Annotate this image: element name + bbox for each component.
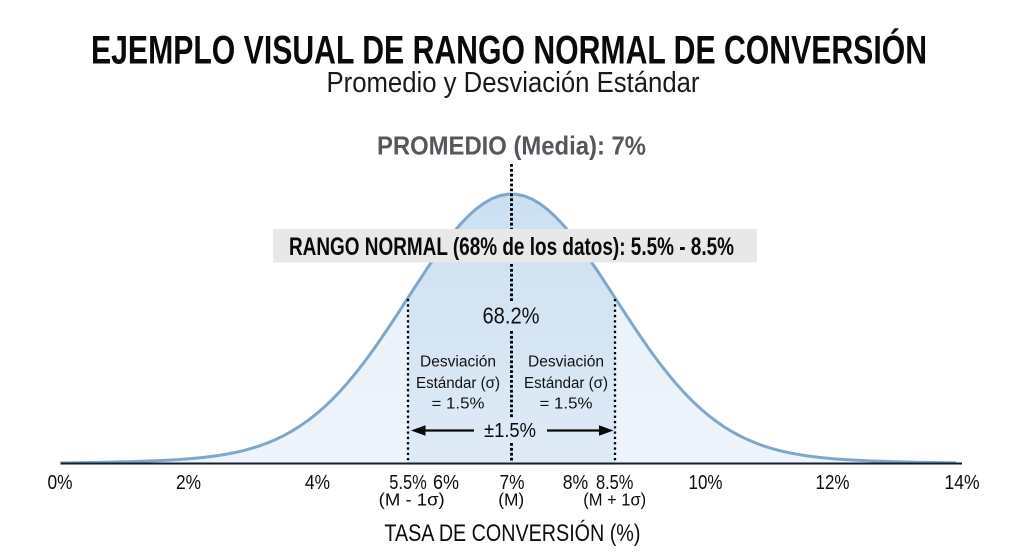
svg-text:Promedio y Desviación Estándar: Promedio y Desviación Estándar	[327, 67, 700, 99]
svg-text:Estándar (σ): Estándar (σ)	[524, 375, 608, 392]
svg-text:Desviación: Desviación	[420, 354, 496, 371]
svg-text:14%: 14%	[945, 472, 980, 494]
svg-text:8.5%: 8.5%	[596, 472, 634, 494]
svg-text:(M + 1σ): (M + 1σ)	[583, 490, 646, 510]
svg-text:10%: 10%	[689, 472, 723, 494]
svg-text:5.5%: 5.5%	[389, 472, 427, 494]
svg-text:0%: 0%	[48, 472, 73, 494]
svg-text:±1.5%: ±1.5%	[484, 420, 536, 442]
svg-text:(M): (M)	[498, 490, 524, 510]
svg-text:Desviación: Desviación	[528, 354, 604, 371]
svg-text:EJEMPLO VISUAL DE RANGO NORMAL: EJEMPLO VISUAL DE RANGO NORMAL DE CONVER…	[91, 27, 927, 73]
svg-text:68.2%: 68.2%	[483, 303, 540, 329]
svg-text:= 1.5%: = 1.5%	[432, 396, 485, 413]
svg-text:6%: 6%	[433, 472, 459, 494]
svg-text:RANGO NORMAL (68% de los datos: RANGO NORMAL (68% de los datos): 5.5% - …	[289, 233, 734, 261]
svg-text:7%: 7%	[500, 472, 525, 494]
svg-text:12%: 12%	[816, 472, 850, 494]
svg-text:= 1.5%: = 1.5%	[540, 396, 593, 413]
svg-text:4%: 4%	[305, 472, 330, 494]
svg-text:TASA DE CONVERSIÓN (%): TASA DE CONVERSIÓN (%)	[384, 520, 640, 547]
svg-text:(M - 1σ): (M - 1σ)	[379, 490, 445, 510]
svg-text:2%: 2%	[176, 472, 201, 494]
svg-text:PROMEDIO (Media): 7%: PROMEDIO (Media): 7%	[377, 131, 646, 161]
svg-text:8%: 8%	[563, 472, 589, 494]
svg-text:Estándar (σ): Estándar (σ)	[416, 375, 500, 392]
